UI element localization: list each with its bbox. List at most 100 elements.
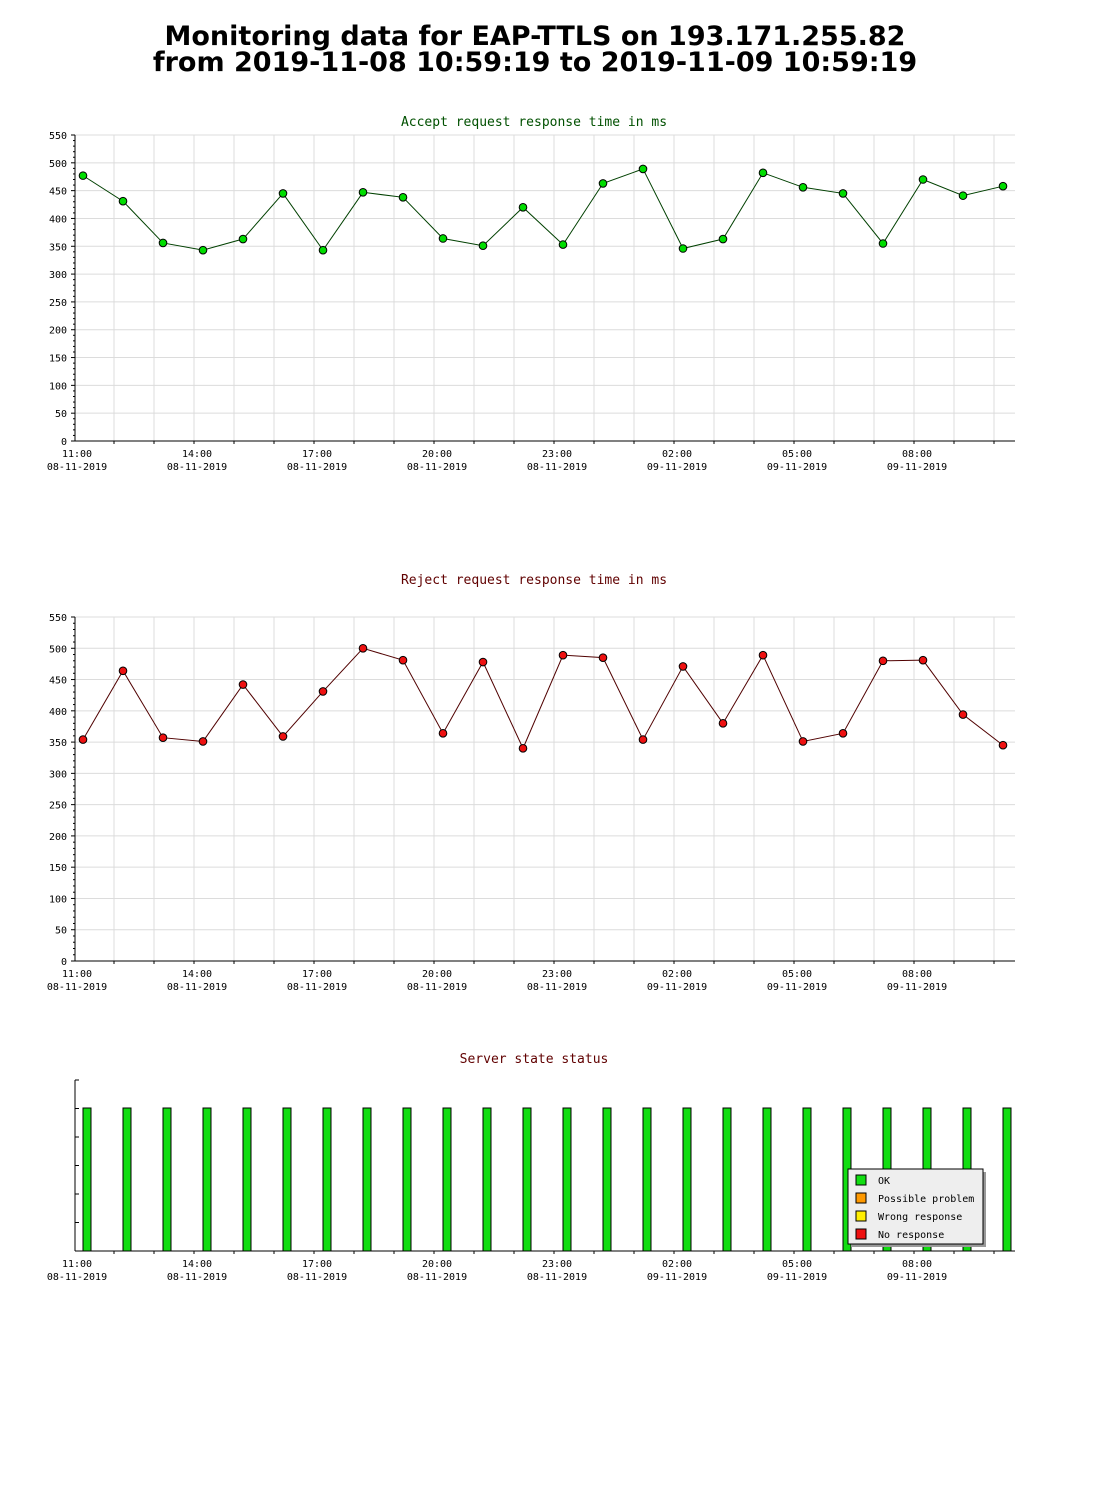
accept-y-tick-label-11: 550 bbox=[49, 131, 67, 142]
status-bar-0 bbox=[82, 1107, 92, 1252]
accept-point-4 bbox=[238, 234, 248, 244]
status-x-tick-time-3: 20:00 bbox=[422, 1259, 452, 1270]
accept-point-13 bbox=[598, 179, 608, 188]
status-bar-16 bbox=[722, 1107, 732, 1252]
legend-label-3: No response bbox=[878, 1230, 944, 1241]
status-bar-12 bbox=[562, 1107, 572, 1252]
accept-point-20 bbox=[878, 239, 888, 248]
legend-box bbox=[847, 1168, 984, 1245]
status-bar-11 bbox=[522, 1107, 532, 1252]
legend-label-0: OK bbox=[878, 1176, 890, 1187]
accept-y-tick-label-1: 50 bbox=[55, 409, 67, 420]
status-bar-5 bbox=[282, 1107, 292, 1252]
reject-point-4 bbox=[238, 680, 248, 689]
accept-chart: 0 50 100 150 200 250 300 350 400 450 500 550 11:00 08… bbox=[47, 131, 1015, 473]
reject-y-tick-label-0: 0 bbox=[61, 957, 67, 968]
status-x-tick-date-4: 08-11-2019 bbox=[527, 1272, 587, 1283]
reject-x-tick-time-4: 23:00 bbox=[542, 969, 572, 980]
accept-x-tick-time-3: 20:00 bbox=[422, 449, 452, 460]
accept-point-15 bbox=[678, 244, 688, 253]
status-bar-7 bbox=[362, 1107, 372, 1252]
status-x-tick-time-4: 23:00 bbox=[542, 1259, 572, 1270]
reject-y-tick-label-4: 200 bbox=[49, 832, 67, 843]
status-x-tick-date-5: 09-11-2019 bbox=[647, 1272, 707, 1283]
accept-point-22 bbox=[958, 191, 968, 200]
status-x-tick-time-5: 02:00 bbox=[662, 1259, 692, 1270]
reject-y-tick-label-10: 500 bbox=[49, 644, 67, 655]
status-bar-17 bbox=[762, 1107, 772, 1252]
accept-y-tick-label-7: 350 bbox=[49, 242, 67, 253]
status-chart-title: Server state status bbox=[460, 1052, 609, 1067]
status-bar-15 bbox=[682, 1107, 692, 1252]
reject-x-tick-date-0: 08-11-2019 bbox=[47, 982, 107, 993]
status-x-tick-date-1: 08-11-2019 bbox=[167, 1272, 227, 1283]
accept-point-18 bbox=[798, 182, 808, 192]
accept-point-8 bbox=[398, 193, 408, 202]
reject-point-10 bbox=[478, 657, 488, 667]
status-x-tick-date-7: 09-11-2019 bbox=[887, 1272, 947, 1283]
accept-y-tick-label-10: 500 bbox=[49, 159, 67, 170]
reject-point-1 bbox=[118, 666, 128, 676]
status-x-tick-time-0: 11:00 bbox=[62, 1259, 92, 1270]
status-x-tick-date-0: 08-11-2019 bbox=[47, 1272, 107, 1283]
reject-x-tick-time-1: 14:00 bbox=[182, 969, 212, 980]
reject-x-tick-time-6: 05:00 bbox=[782, 969, 812, 980]
status-x-tick-time-2: 17:00 bbox=[302, 1259, 332, 1270]
accept-x-tick-time-4: 23:00 bbox=[542, 449, 572, 460]
status-bar-6 bbox=[322, 1107, 332, 1252]
accept-point-0 bbox=[78, 171, 88, 180]
accept-point-19 bbox=[838, 189, 848, 198]
accept-point-12 bbox=[558, 240, 568, 249]
status-bar-8 bbox=[402, 1107, 412, 1252]
accept-point-11 bbox=[518, 203, 528, 212]
reject-x-tick-date-2: 08-11-2019 bbox=[287, 982, 347, 993]
accept-x-tick-date-1: 08-11-2019 bbox=[167, 462, 227, 473]
reject-point-21 bbox=[918, 655, 928, 665]
accept-y-tick-label-6: 300 bbox=[49, 270, 67, 281]
status-bar-3 bbox=[202, 1107, 212, 1252]
reject-point-12 bbox=[558, 650, 568, 660]
accept-point-5 bbox=[278, 189, 288, 198]
accept-point-14 bbox=[638, 164, 648, 174]
accept-point-9 bbox=[438, 234, 448, 243]
accept-y-tick-label-5: 250 bbox=[49, 298, 67, 309]
reject-point-22 bbox=[958, 710, 968, 719]
status-bar-10 bbox=[482, 1107, 492, 1252]
reject-point-23 bbox=[998, 740, 1008, 750]
reject-x-tick-date-1: 08-11-2019 bbox=[167, 982, 227, 993]
reject-point-3 bbox=[198, 737, 208, 746]
reject-x-tick-date-5: 09-11-2019 bbox=[647, 982, 707, 993]
reject-y-tick-label-1: 50 bbox=[55, 926, 67, 937]
status-chart: 11:00 08-11-2019 14:00 08-11-2019 17:00 08-11… bbox=[47, 1079, 1015, 1283]
accept-x-tick-date-4: 08-11-2019 bbox=[527, 462, 587, 473]
reject-point-9 bbox=[438, 729, 448, 738]
title-line-1: Monitoring data for EAP-TTLS on 193.171.… bbox=[164, 21, 906, 52]
reject-x-tick-date-3: 08-11-2019 bbox=[407, 982, 467, 993]
reject-point-7 bbox=[358, 643, 368, 653]
accept-y-tick-label-9: 450 bbox=[49, 187, 67, 198]
reject-series-line bbox=[82, 647, 1004, 750]
reject-point-13 bbox=[598, 653, 608, 662]
reject-y-tick-label-5: 250 bbox=[49, 801, 67, 812]
legend-swatch-2 bbox=[855, 1210, 867, 1222]
reject-x-tick-time-7: 08:00 bbox=[902, 969, 932, 980]
status-bar-18 bbox=[802, 1107, 812, 1252]
accept-series-line bbox=[82, 168, 1004, 252]
reject-y-tick-label-2: 100 bbox=[49, 894, 67, 905]
accept-x-tick-time-2: 17:00 bbox=[302, 449, 332, 460]
reject-point-11 bbox=[518, 744, 528, 753]
reject-point-6 bbox=[318, 687, 328, 696]
reject-x-tick-time-2: 17:00 bbox=[302, 969, 332, 980]
title-line-2: from 2019-11-08 10:59:19 to 2019-11-09 1… bbox=[152, 47, 918, 78]
status-bar-2 bbox=[162, 1107, 172, 1252]
status-bar-14 bbox=[642, 1107, 652, 1252]
accept-y-tick-label-8: 400 bbox=[49, 214, 67, 225]
reject-point-20 bbox=[878, 656, 888, 666]
reject-x-tick-date-6: 09-11-2019 bbox=[767, 982, 827, 993]
accept-y-tick-label-3: 150 bbox=[49, 354, 67, 365]
reject-y-tick-label-6: 300 bbox=[49, 769, 67, 780]
status-bar-9 bbox=[442, 1107, 452, 1252]
accept-point-23 bbox=[998, 181, 1008, 191]
reject-point-18 bbox=[798, 737, 808, 746]
